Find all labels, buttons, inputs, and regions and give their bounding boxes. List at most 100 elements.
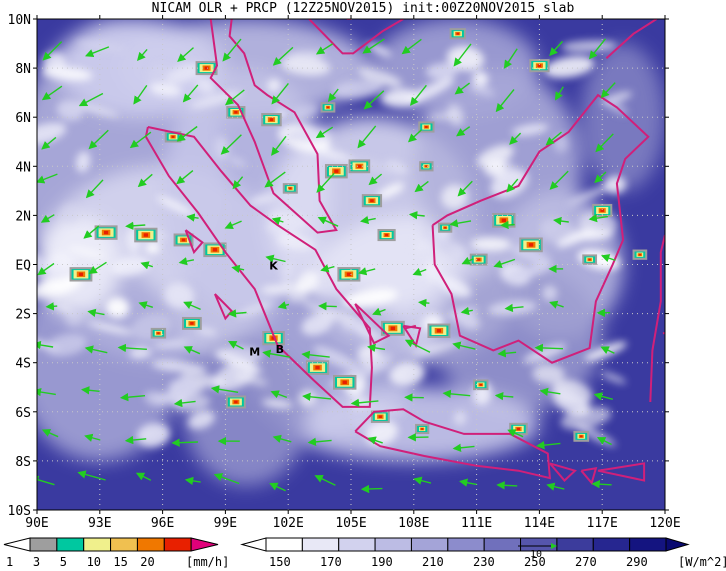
precip-cell <box>592 203 613 218</box>
precip-cell <box>529 59 550 73</box>
precip-intense <box>334 169 339 173</box>
precip-intense <box>444 226 447 229</box>
wind-vector-arrow <box>595 133 614 153</box>
wind-vector-arrow <box>42 41 63 61</box>
precipitation-colorbar: 1 3 5 10 15 20 [mm/h] <box>3 537 229 569</box>
wind-vector-arrow <box>264 171 286 188</box>
wind-vector-arrow <box>495 89 515 113</box>
cloud-wisp <box>357 353 383 366</box>
wind-vector-arrow <box>302 392 332 401</box>
wind-vector-arrow <box>452 341 476 350</box>
wind-vector-arrow <box>83 225 100 239</box>
wind-vector-arrow <box>186 213 199 222</box>
lat-tick-label: 10S <box>8 504 31 519</box>
precip-cell <box>134 227 158 243</box>
lat-tick-label: 10N <box>8 13 31 28</box>
olr-cbar-tick: 250 <box>524 555 546 569</box>
precip-intense <box>342 380 347 385</box>
cloud-wisp <box>425 62 459 80</box>
precip-intense <box>528 243 534 247</box>
lat-tick-label: 8S <box>15 455 31 470</box>
coastline-segment <box>649 234 665 403</box>
wind-vector-arrow <box>318 301 337 311</box>
cloud-wisp <box>566 182 618 205</box>
olr-cbar-box <box>629 537 667 552</box>
cloud-wisp <box>136 422 171 448</box>
precip-intense <box>78 272 84 277</box>
wind-vector-arrow <box>497 349 517 358</box>
wind-vector-arrow <box>507 429 524 438</box>
wind-vector-arrow <box>176 170 194 185</box>
precip-cell <box>492 212 516 228</box>
coastline-segment <box>580 467 598 486</box>
cloud-wisp <box>166 63 204 84</box>
wind-vector-arrow <box>372 307 386 316</box>
precip-cell <box>305 360 330 375</box>
precip-intense <box>346 272 352 277</box>
precip-intense <box>600 209 604 212</box>
wind-vector-arrow <box>176 125 198 142</box>
wind-vector-arrow <box>210 385 239 394</box>
wind-vector-arrow <box>272 46 294 66</box>
cloud-wisp <box>75 41 128 52</box>
precip-cbar-tick: 1 <box>6 555 13 569</box>
wind-vector-arrow <box>453 43 472 67</box>
cloud-wisp <box>453 410 467 426</box>
olr-cbar-box <box>410 537 449 552</box>
wind-vector-arrow <box>459 478 477 487</box>
cloud-wisp <box>386 160 409 175</box>
precip-cbar-box <box>29 537 58 552</box>
olr-cbar-tick: 170 <box>320 555 342 569</box>
wind-vector-arrow <box>553 216 569 226</box>
wind-vector-arrow <box>271 135 287 156</box>
wind-vector-arrow <box>171 438 198 447</box>
lat-tick-label: EQ <box>15 259 31 274</box>
cloud-wisp <box>148 64 171 89</box>
cloud-wisp <box>67 245 105 258</box>
wind-vector-arrow <box>277 301 290 310</box>
coastline-segment <box>308 19 404 55</box>
precip-intense <box>390 326 396 331</box>
precip-cell <box>164 131 182 143</box>
olr-cbar-tick: 290 <box>626 555 648 569</box>
cloud-wisp <box>56 99 84 121</box>
cloud-wisp <box>228 157 247 167</box>
wind-vectors <box>37 38 616 494</box>
precip-intense <box>181 238 186 242</box>
wind-vector-arrow <box>588 38 607 60</box>
precip-cbar-tick: 20 <box>140 555 154 569</box>
coastline-segment <box>184 229 204 255</box>
cloud-wisp <box>357 68 403 87</box>
cloud-wisp <box>173 395 211 412</box>
precip-cell <box>94 225 118 240</box>
wind-vector-arrow <box>536 440 561 450</box>
precip-cell <box>419 161 434 172</box>
wind-vector-arrow <box>77 470 106 481</box>
cloud-wisp <box>452 309 481 330</box>
precip-cell <box>337 267 361 282</box>
precip-cbar-low-cap <box>3 537 31 552</box>
map-area: K M B <box>37 19 665 510</box>
wind-vector-arrow <box>177 47 194 63</box>
lon-tick-label: 114E <box>524 516 555 531</box>
wind-vector-arrow <box>135 472 152 481</box>
coastline-segment <box>354 408 552 480</box>
precip-cell <box>427 323 451 339</box>
lat-lon-grid <box>37 19 665 510</box>
precip-cell <box>348 159 371 174</box>
cloud-wisp <box>214 350 263 374</box>
wind-vector-arrow <box>460 306 473 316</box>
wind-vector-arrow <box>85 179 104 199</box>
lon-tick-label: 105E <box>335 516 366 531</box>
coastline-segment <box>597 462 646 482</box>
precip-intense <box>516 427 521 431</box>
cloud-wisp <box>195 77 215 94</box>
precip-cell <box>150 327 167 339</box>
precip-intense <box>588 258 591 261</box>
wind-vector-arrow <box>272 434 292 443</box>
wind-vector-arrow <box>117 343 147 353</box>
wind-vector-arrow <box>119 392 146 402</box>
wind-vector-arrow <box>213 473 240 485</box>
precipitation-cells <box>69 28 648 442</box>
